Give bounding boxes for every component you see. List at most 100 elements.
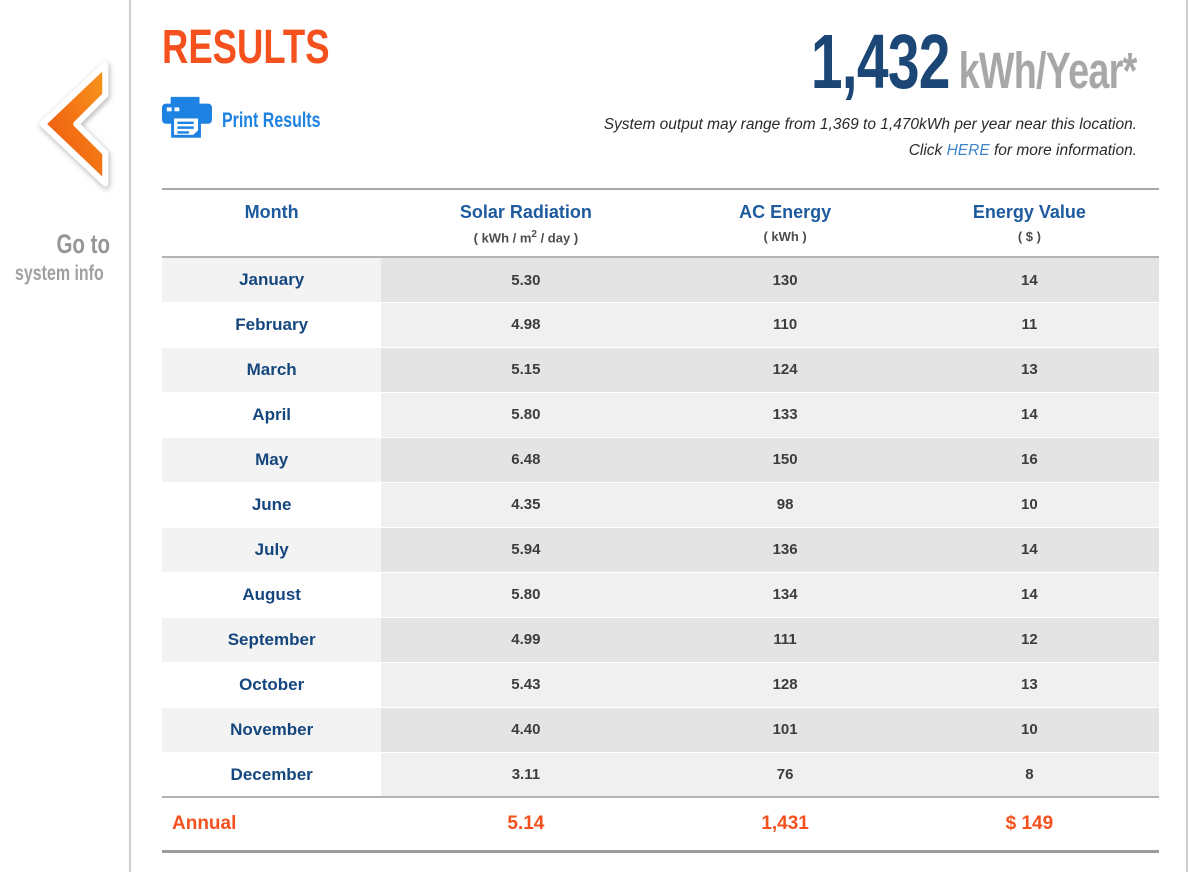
- table-row: November 4.40 101 10: [162, 707, 1159, 753]
- month-cell: August: [162, 572, 382, 618]
- ac-cell: 76: [670, 752, 900, 798]
- value-cell: 13: [899, 662, 1159, 708]
- value-cell: 11: [899, 302, 1159, 348]
- table-row: January 5.30 130 14: [162, 257, 1159, 303]
- left-divider: [129, 0, 131, 872]
- solar-cell: 4.35: [381, 482, 671, 528]
- table-footer: Annual 5.14 1,431 $ 149: [162, 796, 1159, 853]
- system-info-label[interactable]: system info: [15, 262, 104, 285]
- month-cell: February: [162, 302, 382, 348]
- ac-cell: 150: [670, 437, 900, 483]
- table-row: June 4.35 98 10: [162, 482, 1159, 528]
- annual-row: Annual 5.14 1,431 $ 149: [162, 796, 1159, 853]
- header-right: 1,432 kWh/Year* System output may range …: [382, 0, 1159, 188]
- value-cell: 12: [899, 617, 1159, 663]
- page-title: RESULTS: [162, 21, 330, 74]
- table-row: April 5.80 133 14: [162, 392, 1159, 438]
- solar-cell: 3.11: [381, 752, 671, 798]
- solar-cell: 5.15: [381, 347, 671, 393]
- annual-ac: 1,431: [670, 796, 900, 853]
- month-cell: October: [162, 662, 382, 708]
- value-cell: 10: [899, 482, 1159, 528]
- solar-cell: 5.80: [381, 392, 671, 438]
- annual-output-value: 1,432: [811, 19, 951, 105]
- right-divider: [1186, 0, 1188, 872]
- month-cell: June: [162, 482, 382, 528]
- col-header-ac-energy: AC Energy ( kWh ): [670, 189, 900, 259]
- table-body: January 5.30 130 14 February 4.98 110 11…: [162, 257, 1159, 798]
- solar-cell: 5.30: [381, 257, 671, 303]
- col-header-solar-radiation: Solar Radiation ( kWh / m2 / day ): [381, 189, 671, 259]
- ac-cell: 111: [670, 617, 900, 663]
- col-header-energy-value: Energy Value ( $ ): [899, 189, 1159, 259]
- ac-cell: 124: [670, 347, 900, 393]
- solar-cell: 5.80: [381, 572, 671, 618]
- annual-output: 1,432 kWh/Year*: [579, 19, 1138, 105]
- month-cell: September: [162, 617, 382, 663]
- annual-output-unit: kWh/Year*: [959, 42, 1138, 99]
- table-row: September 4.99 111 12: [162, 617, 1159, 663]
- month-cell: January: [162, 257, 382, 303]
- solar-radiation-unit: ( kWh / m2 / day ): [473, 229, 579, 246]
- back-arrow-icon[interactable]: [30, 48, 118, 205]
- more-info-post: for more information.: [989, 142, 1137, 160]
- solar-cell: 4.99: [381, 617, 671, 663]
- solar-cell: 4.98: [381, 302, 671, 348]
- value-cell: 14: [899, 527, 1159, 573]
- solar-cell: 5.43: [381, 662, 671, 708]
- month-cell: May: [162, 437, 382, 483]
- print-results-button[interactable]: Print Results: [162, 96, 382, 145]
- value-cell: 16: [899, 437, 1159, 483]
- here-link[interactable]: HERE: [946, 142, 990, 160]
- main-content: RESULTS: [162, 0, 1159, 853]
- month-cell: December: [162, 752, 382, 798]
- ac-cell: 134: [670, 572, 900, 618]
- table-row: October 5.43 128 13: [162, 662, 1159, 708]
- month-cell: March: [162, 347, 382, 393]
- month-cell: July: [162, 527, 382, 573]
- solar-cell: 4.40: [381, 707, 671, 753]
- value-cell: 14: [899, 392, 1159, 438]
- ac-cell: 136: [670, 527, 900, 573]
- table-row: February 4.98 110 11: [162, 302, 1159, 348]
- table-row: December 3.11 76 8: [162, 752, 1159, 798]
- header-left: RESULTS: [162, 0, 382, 188]
- ac-cell: 101: [670, 707, 900, 753]
- table-row: March 5.15 124 13: [162, 347, 1159, 393]
- table-row: July 5.94 136 14: [162, 527, 1159, 573]
- print-results-label[interactable]: Print Results: [222, 108, 321, 132]
- more-info-pre: Click: [908, 142, 947, 160]
- results-table: Month Solar Radiation ( kWh / m2 / day )…: [162, 188, 1159, 853]
- month-cell: April: [162, 392, 382, 438]
- table-row: August 5.80 134 14: [162, 572, 1159, 618]
- sidebar: Go to system info: [0, 0, 130, 284]
- solar-cell: 5.94: [381, 527, 671, 573]
- value-cell: 14: [899, 257, 1159, 303]
- printer-icon[interactable]: [162, 96, 212, 145]
- value-cell: 14: [899, 572, 1159, 618]
- ac-cell: 130: [670, 257, 900, 303]
- value-cell: 8: [899, 752, 1159, 798]
- more-info-line: Click HERE for more information.: [382, 138, 1137, 164]
- ac-cell: 133: [670, 392, 900, 438]
- results-header: RESULTS: [162, 0, 1159, 188]
- output-range-note: System output may range from 1,369 to 1,…: [603, 116, 1137, 133]
- annual-label: Annual: [162, 796, 382, 853]
- energy-value-unit: ( $ ): [1017, 229, 1041, 244]
- col-header-month: Month: [162, 189, 382, 259]
- month-cell: November: [162, 707, 382, 753]
- go-to-system-info-link[interactable]: Go to system info: [0, 48, 130, 284]
- ac-cell: 128: [670, 662, 900, 708]
- table-row: May 6.48 150 16: [162, 437, 1159, 483]
- table-header: Month Solar Radiation ( kWh / m2 / day )…: [162, 189, 1159, 259]
- go-to-label[interactable]: Go to: [55, 229, 110, 259]
- annual-value: $ 149: [899, 796, 1159, 853]
- ac-cell: 98: [670, 482, 900, 528]
- value-cell: 10: [899, 707, 1159, 753]
- solar-cell: 6.48: [381, 437, 671, 483]
- ac-cell: 110: [670, 302, 900, 348]
- value-cell: 13: [899, 347, 1159, 393]
- ac-energy-unit: ( kWh ): [763, 229, 807, 244]
- annual-solar: 5.14: [381, 796, 671, 853]
